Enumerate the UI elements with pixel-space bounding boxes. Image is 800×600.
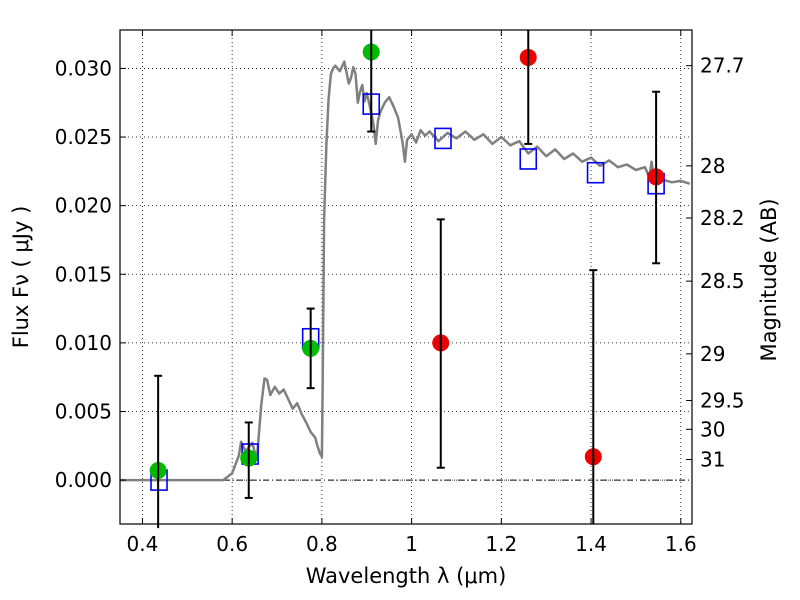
model-spectrum-line: [120, 60, 691, 482]
plot-area: [120, 30, 692, 524]
x-tick-label: 0.6: [216, 532, 248, 556]
magnitude-tick-label: 31: [700, 448, 725, 472]
magnitude-tick-label: 29.5: [700, 389, 745, 413]
axis-ticks: [120, 30, 692, 524]
y-tick-label: 0.025: [55, 125, 112, 149]
y-tick-label: 0.005: [55, 399, 112, 423]
tick-labels: 0.4 0.6 0.8 1 1.2 1.4 1.6 0.000 0.005 0.010 0.015 0…: [55, 54, 745, 556]
magnitude-tick-label: 29: [700, 342, 725, 366]
magnitude-tick-label: 28: [700, 154, 725, 178]
x-tick-label: 0.4: [127, 532, 159, 556]
model-flux-square: [586, 161, 605, 184]
model-flux-square: [434, 127, 452, 150]
grid-lines: [120, 30, 692, 524]
magnitude-tick-label: 28.2: [700, 206, 745, 230]
magnitude-tick-label: 27.7: [700, 54, 745, 78]
magnitude-tick-label: 28.5: [700, 269, 745, 293]
x-tick-label: 0.8: [306, 532, 338, 556]
y-tick-label: 0.030: [55, 56, 112, 80]
x-tick-label: 1: [405, 532, 418, 556]
y-tick-label: 0.015: [55, 262, 112, 286]
x-tick-label: 1.4: [575, 532, 607, 556]
y-tick-label: 0.010: [55, 331, 112, 355]
y-tick-label: 0.000: [55, 468, 112, 492]
x-tick-label: 1.6: [665, 532, 697, 556]
error-bars: [154, 30, 661, 529]
model-flux-square: [519, 148, 538, 170]
x-axis-label: Wavelength λ (μm): [306, 564, 507, 588]
y-axis-right-label: Magnitude (AB): [757, 198, 781, 361]
x-tick-label: 1.2: [485, 532, 517, 556]
plot-frame: [119, 29, 693, 525]
y-tick-label: 0.020: [55, 194, 112, 218]
y-axis-label: Flux Fν ( μJy ): [9, 206, 33, 349]
magnitude-tick-label: 30: [700, 417, 725, 441]
